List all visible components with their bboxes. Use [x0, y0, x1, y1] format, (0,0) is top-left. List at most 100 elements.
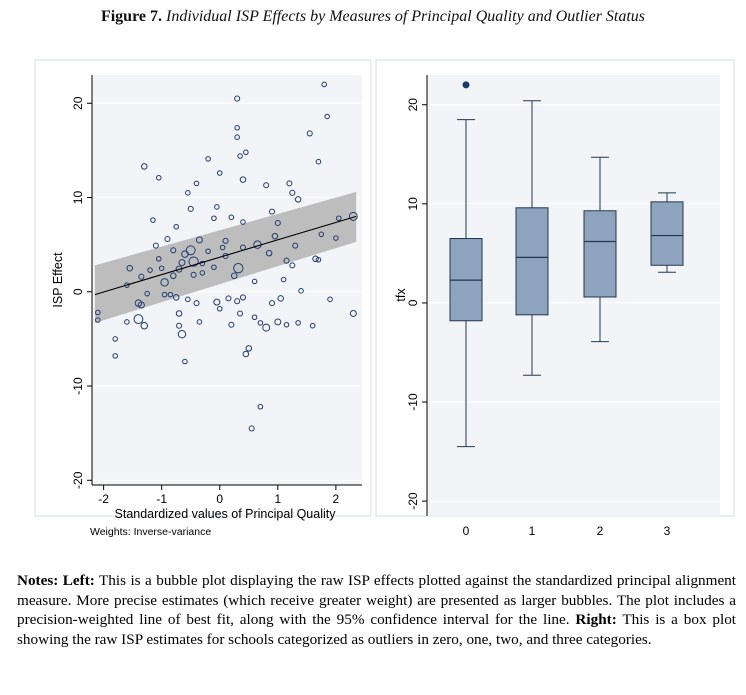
bubble-point	[175, 310, 183, 317]
bubble-point	[309, 322, 316, 329]
bubble-point	[333, 235, 339, 241]
bubble-point	[257, 320, 264, 326]
bubble-point	[277, 295, 284, 302]
right-x-category-label: 0	[463, 524, 470, 538]
bubble-point	[138, 273, 145, 280]
bubble-point	[216, 305, 223, 312]
bubble-point	[233, 263, 244, 274]
confidence-band	[94, 191, 357, 323]
bubble-point	[251, 278, 258, 285]
bubble-point	[167, 291, 174, 298]
bubble-point	[298, 288, 304, 294]
left-x-axis-label: Standardized values of Principal Quality	[115, 507, 337, 521]
bubble-point	[185, 245, 196, 256]
bubble-point	[140, 321, 148, 330]
bubble-point	[348, 211, 358, 221]
bubble-point	[251, 314, 258, 321]
box-iqr	[650, 201, 684, 266]
bubble-point	[182, 358, 188, 365]
left-y-tick-label: -20	[71, 471, 85, 489]
right-x-category-label: 3	[664, 524, 671, 538]
bubble-point	[155, 174, 162, 181]
bubble-point	[239, 294, 246, 301]
bubble-point	[268, 208, 276, 215]
bubble-point	[211, 264, 217, 271]
bubble-point	[228, 214, 235, 221]
bubble-point	[195, 236, 203, 244]
bubble-point	[211, 215, 217, 222]
bubble-point	[144, 290, 150, 297]
bubble-point	[318, 231, 325, 238]
bubble-point	[274, 219, 281, 226]
left-y-axis-label: ISP Effect	[51, 252, 65, 308]
bubble-point	[271, 232, 279, 240]
bubble-point	[137, 301, 145, 309]
bubble-point	[152, 242, 159, 249]
left-x-tick-label: -1	[156, 492, 167, 506]
bubble-point	[243, 149, 249, 156]
bubble-point	[349, 309, 357, 317]
bubble-point	[240, 219, 246, 225]
left-x-tick-label: 0	[216, 492, 223, 506]
bubble-point	[242, 350, 250, 358]
fit-line	[94, 215, 357, 296]
bubble-point	[193, 300, 200, 307]
bubble-point	[170, 247, 177, 254]
left-y-tick-label: 0	[71, 288, 85, 295]
box-iqr	[583, 210, 617, 298]
bubble-point	[289, 189, 296, 196]
bubble-point	[225, 295, 232, 302]
bubble-point	[294, 196, 302, 203]
figure-label: Figure 7.	[100, 8, 162, 25]
bubble-point	[234, 125, 240, 131]
bubble-point	[295, 320, 301, 326]
bubble-point	[155, 256, 162, 262]
left-y-tick-label: 10	[71, 191, 85, 205]
bubble-point	[292, 242, 299, 249]
bubble-point	[234, 134, 240, 140]
bubble-point	[213, 298, 221, 306]
weights-note: Weights: Inverse-variance	[90, 526, 211, 538]
bubble-point	[315, 158, 322, 165]
bubble-point	[95, 317, 101, 323]
figure-caption: Individual ISP Effects by Measures of Pr…	[165, 8, 646, 25]
bubble-point	[205, 156, 211, 162]
box-outlier	[462, 81, 470, 89]
right-y-tick-label: 20	[406, 98, 420, 112]
bubble-point	[286, 180, 293, 187]
bubble-point	[214, 204, 220, 210]
bubble-point	[158, 265, 165, 271]
bubble-point	[274, 318, 282, 326]
bubble-point	[124, 319, 130, 325]
right-y-tick-label: 10	[406, 197, 420, 211]
bubble-point	[164, 235, 171, 243]
bubble-point	[239, 176, 247, 183]
bubble-point	[185, 296, 191, 303]
bubble-point	[173, 223, 179, 230]
bubble-point	[237, 153, 243, 159]
bubble-point	[257, 403, 264, 410]
right-x-category-label: 2	[597, 524, 604, 538]
bubble-point	[205, 248, 211, 255]
bubble-point	[265, 249, 273, 257]
bubble-point	[237, 310, 244, 317]
bubble-point	[147, 267, 153, 273]
bubble-point	[219, 244, 226, 251]
bubble-point	[188, 256, 199, 267]
notes-left-label: Notes: Left:	[17, 572, 95, 589]
bubble-point	[283, 321, 290, 328]
bubble-point	[187, 205, 194, 212]
bubble-point	[335, 215, 342, 222]
right-x-category-label: 1	[529, 524, 536, 538]
notes-right-text: This is a box plot showing the raw ISP e…	[17, 611, 737, 648]
bubble-point	[306, 130, 313, 137]
bubble-point	[234, 95, 241, 102]
right-y-tick-label: 0	[406, 299, 420, 306]
bubble-point	[140, 163, 148, 170]
left-y-tick-label: -10	[71, 377, 85, 395]
bubble-point	[112, 336, 119, 342]
bubble-point	[262, 323, 271, 332]
bubble-point	[268, 300, 276, 307]
bubble-point	[160, 278, 169, 287]
